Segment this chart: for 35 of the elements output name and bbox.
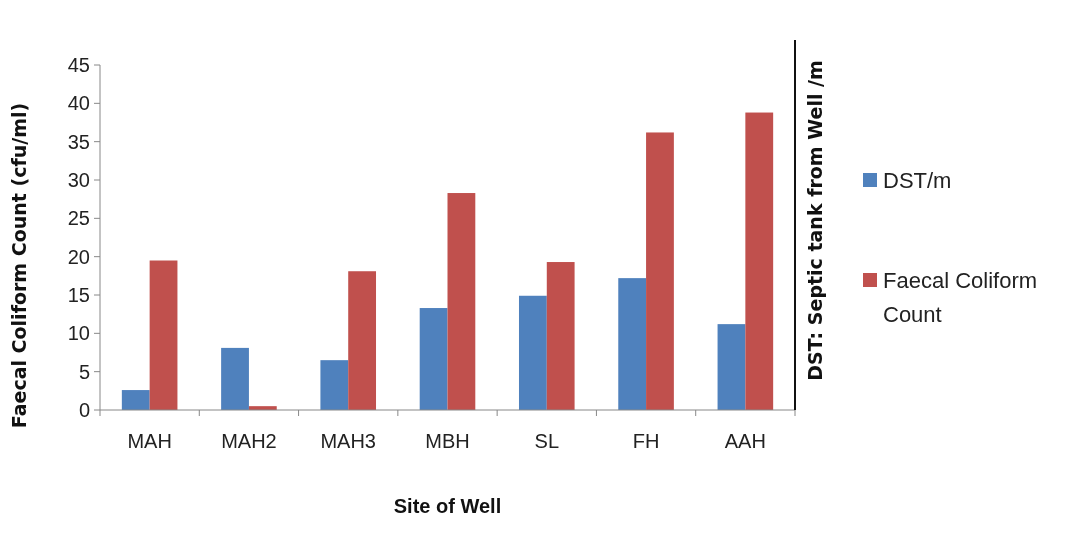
x-axis-title: Site of Well <box>393 495 502 517</box>
x-tick-label: MAH <box>127 430 172 452</box>
y-tick-label: 40 <box>67 92 90 115</box>
bar <box>745 112 774 410</box>
bar <box>320 360 349 410</box>
y2-axis-title: DST: Septic tank from Well /m <box>804 60 826 381</box>
bar <box>348 271 377 410</box>
y-tick-label: 20 <box>67 245 90 268</box>
x-tick-label: MAH2 <box>221 430 277 452</box>
bar <box>447 193 476 410</box>
legend-label: DST/m <box>883 167 952 193</box>
x-tick-label: MAH3 <box>320 430 376 452</box>
y-tick-label: 35 <box>67 130 90 153</box>
y-tick-label: 45 <box>67 54 90 76</box>
bar <box>717 324 746 410</box>
bar <box>221 347 249 410</box>
y-tick-label: 25 <box>67 207 90 230</box>
y-tick-label: 10 <box>67 322 90 345</box>
bar <box>419 308 448 410</box>
x-tick-label: FH <box>632 430 660 452</box>
bar <box>121 390 150 410</box>
legend-label: Faecal Coliform Count <box>883 267 1038 327</box>
bar <box>546 262 575 410</box>
y-axis-title: Faecal Coliform Count (cfu/ml) <box>8 102 30 429</box>
y-tick-label: 15 <box>67 284 90 306</box>
x-tick-label: MBH <box>425 430 470 452</box>
y-tick-label: 5 <box>78 360 90 383</box>
y-tick-label: 30 <box>67 169 90 191</box>
bar <box>149 260 178 410</box>
x-tick-label: AAH <box>724 430 766 452</box>
bar <box>646 132 674 410</box>
y-tick-label: 0 <box>78 399 90 421</box>
bar <box>518 295 547 410</box>
x-tick-label: SL <box>534 430 560 452</box>
bar <box>618 278 647 410</box>
